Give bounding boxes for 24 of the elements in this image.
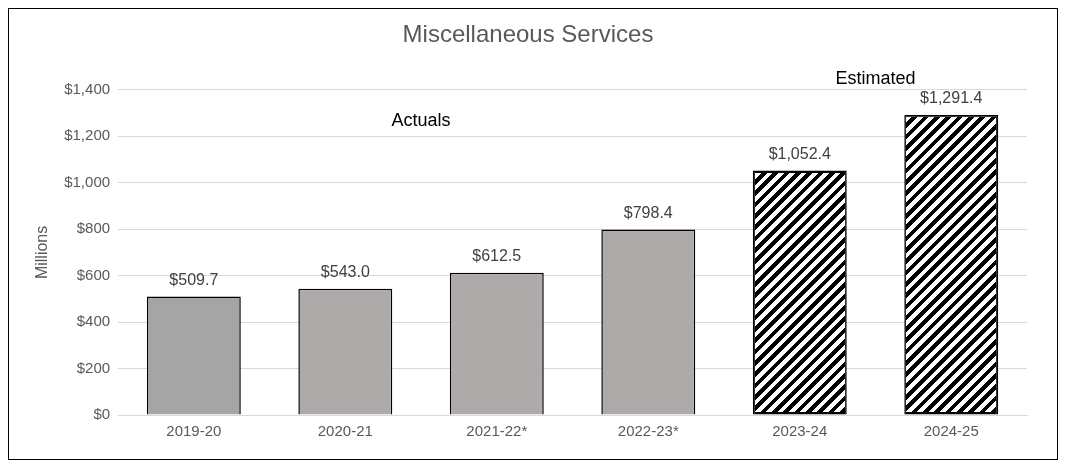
data-label: $798.4 <box>623 203 673 221</box>
y-tick-label: $1,400 <box>64 79 111 97</box>
data-label: $612.5 <box>472 247 522 265</box>
x-tick-label: 2023-24 <box>772 422 828 440</box>
y-tick-label: $1,000 <box>64 172 111 190</box>
annotation: Actuals <box>391 109 451 130</box>
chart-title: Miscellaneous Services <box>402 20 654 48</box>
y-tick-label: $800 <box>76 219 111 237</box>
y-tick-label: $200 <box>76 358 111 376</box>
y-tick-label: $0 <box>93 405 111 423</box>
x-tick-label: 2019-20 <box>166 422 222 440</box>
x-tick-label: 2022-23* <box>617 422 679 440</box>
y-axis-title: Millions <box>33 225 51 280</box>
data-label: $1,291.4 <box>920 89 983 107</box>
text: Estimated <box>835 67 916 88</box>
data-label: $1,052.4 <box>768 144 832 162</box>
data-label: $509.7 <box>169 271 219 289</box>
y-tick-label: $600 <box>76 265 111 283</box>
y-tick-label: $400 <box>76 312 111 330</box>
x-tick-label: 2020-21 <box>317 422 373 440</box>
x-tick-label: 2024-25 <box>923 422 979 440</box>
x-tick-label: 2021-22* <box>466 422 528 440</box>
data-label: $543.0 <box>320 263 370 281</box>
y-tick-label: $1,200 <box>64 126 111 144</box>
